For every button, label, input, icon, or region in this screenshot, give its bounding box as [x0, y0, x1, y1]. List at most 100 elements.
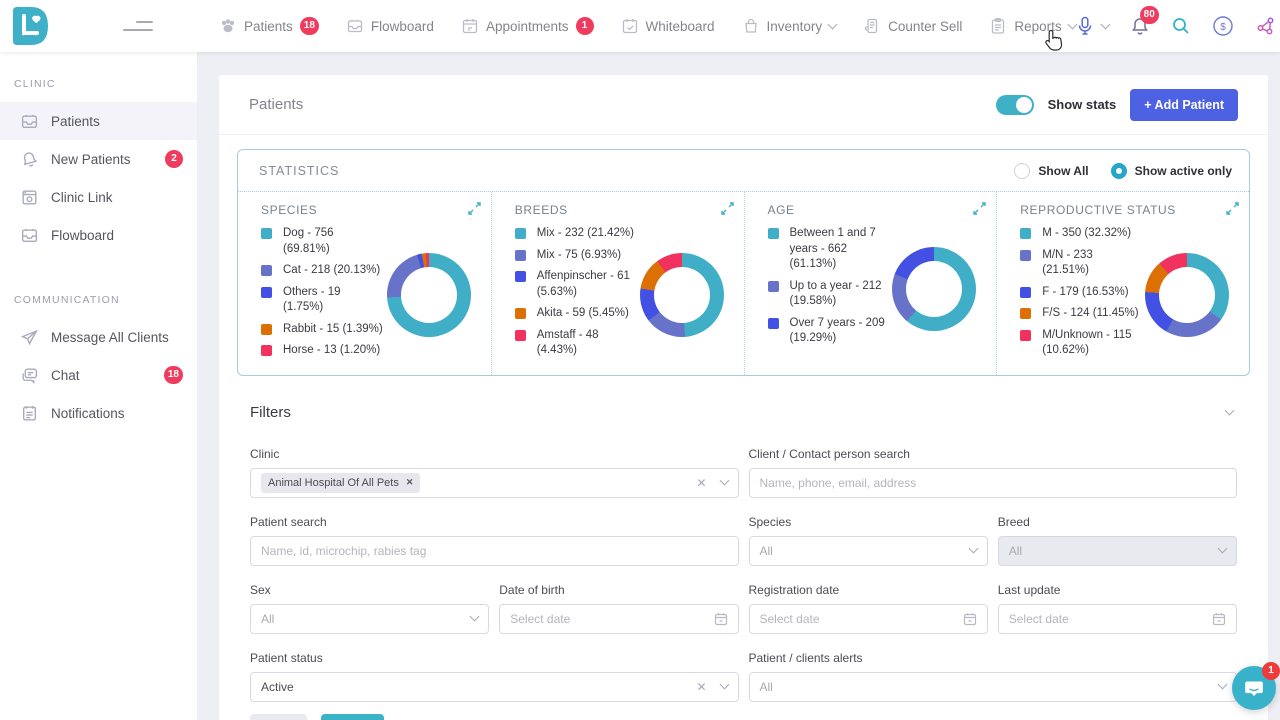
- client-search-input-wrap: [748, 467, 1237, 498]
- expand-icon[interactable]: [973, 202, 986, 215]
- appointments-badge: 1: [575, 17, 594, 35]
- nav-label: Counter Sell: [888, 18, 963, 34]
- svg-text:$: $: [1220, 22, 1226, 33]
- clinic-select[interactable]: Animal Hospital Of All Pets ✕ ✕: [250, 467, 739, 498]
- species-legend: Dog - 756 (69.81%) Cat - 218 (20.13%) Ot…: [261, 226, 387, 365]
- client-search-field: Client / Contact person search: [748, 447, 1237, 498]
- show-stats-toggle[interactable]: [995, 94, 1034, 115]
- nav-inventory[interactable]: Inventory: [742, 17, 838, 35]
- reproductive-status-chart: REPRODUCTIVE STATUS M - 350 (32.32%) M/N…: [996, 192, 1249, 375]
- chevron-down-icon: [719, 679, 729, 690]
- sidebar-item-new-patients[interactable]: New Patients 2: [0, 140, 197, 178]
- nav-label: Appointments: [485, 18, 569, 34]
- main-content: Patients Show stats + Add Patient STATIS…: [197, 52, 1280, 720]
- species-donut-chart: [386, 253, 471, 338]
- charts-row: SPECIES Dog - 756 (69.81%) Cat - 218 (20…: [238, 192, 1249, 375]
- nav-patients[interactable]: Patients 18: [219, 17, 319, 35]
- breed-field: Breed All: [997, 515, 1237, 566]
- add-patient-button[interactable]: + Add Patient: [1130, 88, 1238, 121]
- nav-reports[interactable]: Reports: [989, 17, 1078, 35]
- sidebar-item-message-all-clients[interactable]: Message All Clients: [0, 318, 197, 356]
- breed-select: All: [997, 535, 1237, 566]
- age-chart: AGE Between 1 and 7 years - 662 (61.13%)…: [743, 192, 997, 375]
- statistics-panel: STATISTICS Show All Show active only SPE…: [237, 149, 1250, 376]
- expand-icon[interactable]: [468, 202, 481, 215]
- clinic-field: Clinic Animal Hospital Of All Pets ✕ ✕: [250, 447, 739, 498]
- search-button[interactable]: Search: [320, 713, 385, 720]
- registration-date-input[interactable]: [748, 603, 988, 634]
- share-network-icon: [1257, 17, 1274, 35]
- referral-button[interactable]: [1255, 15, 1277, 37]
- calendar-icon: [714, 612, 727, 625]
- patient-status-field: Patient status Active ✕: [250, 651, 739, 702]
- last-update-text-input[interactable]: [1008, 611, 1212, 626]
- filters-panel: Filters Clinic Animal Hospital Of All Pe…: [219, 376, 1268, 720]
- nav-whiteboard[interactable]: Whiteboard: [621, 17, 715, 35]
- browser-window-icon: [22, 189, 37, 205]
- navbar-actions: 80 $: [1076, 5, 1280, 43]
- notification-list-icon: [23, 405, 36, 421]
- last-update-field: Last update: [997, 583, 1237, 634]
- registration-date-field: Registration date: [748, 583, 988, 634]
- calendar-icon: [1212, 612, 1226, 625]
- patients-card: Patients Show stats + Add Patient STATIS…: [219, 75, 1268, 720]
- billing-button[interactable]: $: [1212, 15, 1234, 37]
- notifications-bell-button[interactable]: 80: [1130, 5, 1159, 37]
- registration-date-text-input[interactable]: [759, 611, 963, 626]
- sidebar-collapse-button[interactable]: [123, 21, 153, 31]
- nav-counter-sell[interactable]: Counter Sell: [863, 17, 962, 35]
- nav-label: Patients: [244, 18, 293, 34]
- send-icon: [20, 329, 38, 345]
- nav-appointments[interactable]: Appointments 1: [461, 17, 594, 35]
- chevron-down-icon: [469, 611, 480, 622]
- expand-icon[interactable]: [1226, 202, 1239, 215]
- sex-select[interactable]: All: [250, 603, 490, 634]
- section-title: COMMUNICATION: [14, 294, 120, 306]
- patient-status-select[interactable]: Active ✕: [250, 671, 739, 702]
- breeds-donut-chart: [639, 253, 724, 338]
- patient-search-input-wrap: [250, 535, 739, 566]
- reset-button[interactable]: Reset: [250, 713, 307, 720]
- alerts-select[interactable]: All: [748, 671, 1237, 702]
- patient-search-input[interactable]: [261, 543, 728, 558]
- species-chart: SPECIES Dog - 756 (69.81%) Cat - 218 (20…: [238, 192, 491, 375]
- dob-date-input[interactable]: [510, 611, 714, 626]
- chat-badge: 18: [163, 366, 183, 384]
- client-search-input[interactable]: [759, 475, 1226, 490]
- nav-label: Inventory: [766, 18, 823, 34]
- expand-icon[interactable]: [720, 202, 734, 215]
- microphone-icon: [1078, 16, 1091, 35]
- date-of-birth-input[interactable]: [499, 603, 739, 634]
- dollar-circle-icon: $: [1212, 16, 1233, 36]
- show-active-only-radio[interactable]: Show active only: [1110, 162, 1232, 179]
- voice-assistant-button[interactable]: [1076, 16, 1111, 36]
- alerts-field: Patient / clients alerts All: [748, 651, 1237, 702]
- show-all-radio[interactable]: Show All: [1014, 162, 1089, 179]
- chevron-down-icon: [1217, 543, 1228, 554]
- patients-badge: 18: [299, 17, 319, 35]
- app-logo-icon[interactable]: [9, 5, 51, 47]
- collapse-filters-chevron-icon[interactable]: [1224, 405, 1235, 416]
- sidebar-item-label: Chat: [51, 367, 80, 383]
- search-button[interactable]: [1171, 16, 1191, 36]
- sidebar-item-notifications[interactable]: Notifications: [0, 394, 197, 432]
- clear-icon[interactable]: ✕: [696, 679, 707, 694]
- clipboard-icon: [992, 18, 1005, 34]
- nav-flowboard[interactable]: Flowboard: [346, 17, 434, 35]
- sidebar-item-patients[interactable]: Patients: [0, 102, 197, 140]
- calendar-icon: [963, 612, 976, 625]
- section-title: CLINIC: [14, 78, 56, 90]
- page-header: Patients Show stats + Add Patient: [219, 75, 1268, 135]
- receipt-stack-icon: [865, 18, 878, 34]
- last-update-input[interactable]: [997, 603, 1237, 634]
- sidebar-item-clinic-link[interactable]: Clinic Link: [0, 178, 197, 216]
- sidebar-item-flowboard[interactable]: Flowboard: [0, 216, 197, 254]
- chat-launcher-button[interactable]: 1: [1232, 662, 1280, 710]
- sidebar-item-chat[interactable]: Chat 18: [0, 356, 197, 394]
- clear-icon[interactable]: ✕: [696, 475, 707, 490]
- species-select[interactable]: All: [748, 535, 988, 566]
- tray-icon: [21, 114, 38, 128]
- remove-tag-icon[interactable]: ✕: [405, 477, 414, 488]
- new-patients-badge: 2: [165, 150, 183, 168]
- search-icon: [1172, 18, 1189, 34]
